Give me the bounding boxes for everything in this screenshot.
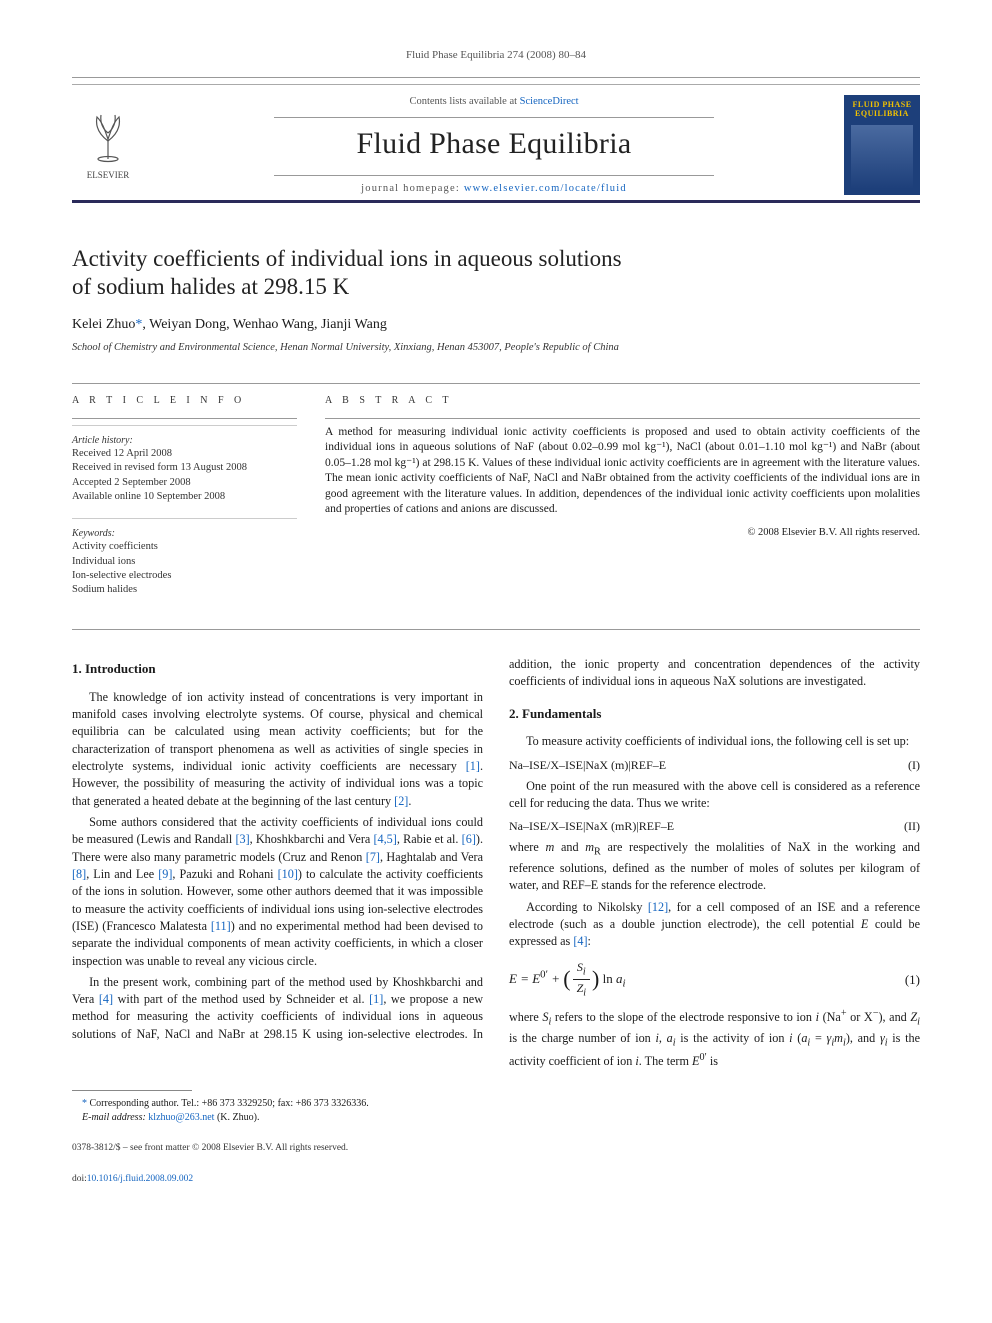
abstract-heading: A B S T R A C T: [325, 394, 920, 408]
history-line: Accepted 2 September 2008: [72, 476, 297, 490]
journal-homepage: journal homepage: www.elsevier.com/locat…: [160, 182, 828, 196]
body-paragraph: The knowledge of ion activity instead of…: [72, 689, 483, 810]
body-paragraph: According to Nikolsky [12], for a cell c…: [509, 899, 920, 951]
affiliation: School of Chemistry and Environmental Sc…: [72, 341, 920, 355]
doi-link[interactable]: 10.1016/j.fluid.2008.09.002: [87, 1174, 193, 1184]
cell-number: (II): [904, 818, 920, 835]
front-matter-line: 0378-3812/$ – see front matter © 2008 El…: [72, 1142, 920, 1155]
doi-line: doi:10.1016/j.fluid.2008.09.002: [72, 1173, 920, 1186]
copyright-line: © 2008 Elsevier B.V. All rights reserved…: [325, 526, 920, 540]
title-line-1: Activity coefficients of individual ions…: [72, 246, 622, 271]
contents-prefix: Contents lists available at: [409, 96, 519, 107]
ref-link[interactable]: [12]: [648, 900, 668, 914]
history-line: Available online 10 September 2008: [72, 490, 297, 504]
authors: Kelei Zhuo*, Weiyan Dong, Wenhao Wang, J…: [72, 316, 920, 335]
electrochemical-cell-II: Na–ISE/X–ISE|NaX (mR)|REF–E (II): [509, 818, 920, 835]
equation-body: E = E0′ + (SiZi) ln ai: [509, 959, 626, 1001]
doi-prefix: doi:: [72, 1174, 87, 1184]
homepage-prefix: journal homepage:: [361, 183, 464, 194]
elsevier-wordmark: ELSEVIER: [87, 169, 130, 181]
section-heading-1: 1. Introduction: [72, 660, 483, 678]
ref-link[interactable]: [9]: [158, 867, 172, 881]
ref-link[interactable]: [1]: [369, 992, 383, 1006]
article-info-heading: A R T I C L E I N F O: [72, 394, 297, 408]
divider: [274, 175, 715, 176]
ref-link[interactable]: [2]: [394, 794, 408, 808]
article-history: Article history: Received 12 April 2008 …: [72, 425, 297, 504]
ref-link[interactable]: [7]: [366, 850, 380, 864]
email-footnote: E-mail address: klzhuo@263.net (K. Zhuo)…: [72, 1111, 920, 1125]
divider-thick: [72, 200, 920, 203]
ref-link[interactable]: [4,5]: [373, 832, 396, 846]
keyword: Individual ions: [72, 555, 297, 569]
divider: [325, 418, 920, 419]
abstract: A B S T R A C T A method for measuring i…: [325, 394, 920, 611]
cover-title-line2: EQUILIBRIA: [855, 110, 909, 119]
cover-art: [851, 125, 912, 189]
section-heading-2: 2. Fundamentals: [509, 705, 920, 723]
keyword: Ion-selective electrodes: [72, 569, 297, 583]
electrochemical-cell-I: Na–ISE/X–ISE|NaX (m)|REF–E (I): [509, 757, 920, 774]
journal-name: Fluid Phase Equilibria: [160, 124, 828, 165]
ref-link[interactable]: [4]: [99, 992, 113, 1006]
body-paragraph: where Si refers to the slope of the elec…: [509, 1007, 920, 1070]
history-line: Received in revised form 13 August 2008: [72, 461, 297, 475]
divider: [72, 77, 920, 78]
ref-link[interactable]: [8]: [72, 867, 86, 881]
article-body: 1. Introduction The knowledge of ion act…: [72, 656, 920, 1070]
info-abstract-row: A R T I C L E I N F O Article history: R…: [72, 383, 920, 630]
body-paragraph: One point of the run measured with the a…: [509, 778, 920, 813]
homepage-link[interactable]: www.elsevier.com/locate/fluid: [464, 183, 627, 194]
title-block: Activity coefficients of individual ions…: [72, 245, 920, 356]
keywords-label: Keywords:: [72, 527, 297, 541]
masthead-center: Contents lists available at ScienceDirec…: [160, 95, 828, 196]
footnote-text: Corresponding author. Tel.: +86 373 3329…: [90, 1098, 369, 1109]
email-link[interactable]: klzhuo@263.net: [148, 1112, 214, 1123]
journal-cover-thumb: FLUID PHASE EQUILIBRIA: [844, 95, 920, 195]
ref-link[interactable]: [10]: [278, 867, 298, 881]
article-info: A R T I C L E I N F O Article history: R…: [72, 394, 297, 611]
cell-text: Na–ISE/X–ISE|NaX (mR)|REF–E: [509, 818, 674, 835]
title-line-2: of sodium halides at 298.15 K: [72, 274, 349, 299]
footnote-rule: [72, 1090, 192, 1091]
keywords-block: Keywords: Activity coefficients Individu…: [72, 518, 297, 597]
ref-link[interactable]: [3]: [235, 832, 249, 846]
running-head: Fluid Phase Equilibria 274 (2008) 80–84: [72, 48, 920, 63]
cell-text: Na–ISE/X–ISE|NaX (m)|REF–E: [509, 757, 666, 774]
tree-icon: [85, 109, 131, 169]
ref-link[interactable]: [1]: [466, 759, 480, 773]
ref-link[interactable]: [4]: [573, 934, 587, 948]
abstract-text: A method for measuring individual ionic …: [325, 425, 920, 518]
keyword: Sodium halides: [72, 583, 297, 597]
history-line: Received 12 April 2008: [72, 447, 297, 461]
contents-line: Contents lists available at ScienceDirec…: [160, 95, 828, 109]
equation-1: E = E0′ + (SiZi) ln ai (1): [509, 959, 920, 1001]
email-who: (K. Zhuo).: [217, 1112, 260, 1123]
author-list-rest: , Weiyan Dong, Wenhao Wang, Jianji Wang: [142, 317, 386, 332]
body-paragraph: Some authors considered that the activit…: [72, 814, 483, 970]
article-title: Activity coefficients of individual ions…: [72, 245, 920, 303]
sciencedirect-link[interactable]: ScienceDirect: [520, 96, 579, 107]
masthead: ELSEVIER Contents lists available at Sci…: [72, 84, 920, 196]
equation-number: (1): [905, 971, 920, 989]
keyword: Activity coefficients: [72, 540, 297, 554]
divider: [72, 418, 297, 419]
ref-link[interactable]: [11]: [211, 919, 231, 933]
footnote-marker: *: [82, 1098, 90, 1109]
corresponding-footnote: * Corresponding author. Tel.: +86 373 33…: [72, 1097, 920, 1111]
email-label: E-mail address:: [82, 1112, 146, 1123]
author-name: Kelei Zhuo: [72, 317, 135, 332]
body-paragraph: where m and mR are respectively the mola…: [509, 839, 920, 895]
body-paragraph: To measure activity coefficients of indi…: [509, 733, 920, 750]
history-label: Article history:: [72, 434, 297, 448]
elsevier-logo: ELSEVIER: [72, 105, 144, 185]
divider: [274, 117, 715, 118]
cell-number: (I): [908, 757, 920, 774]
ref-link[interactable]: [6]: [462, 832, 476, 846]
